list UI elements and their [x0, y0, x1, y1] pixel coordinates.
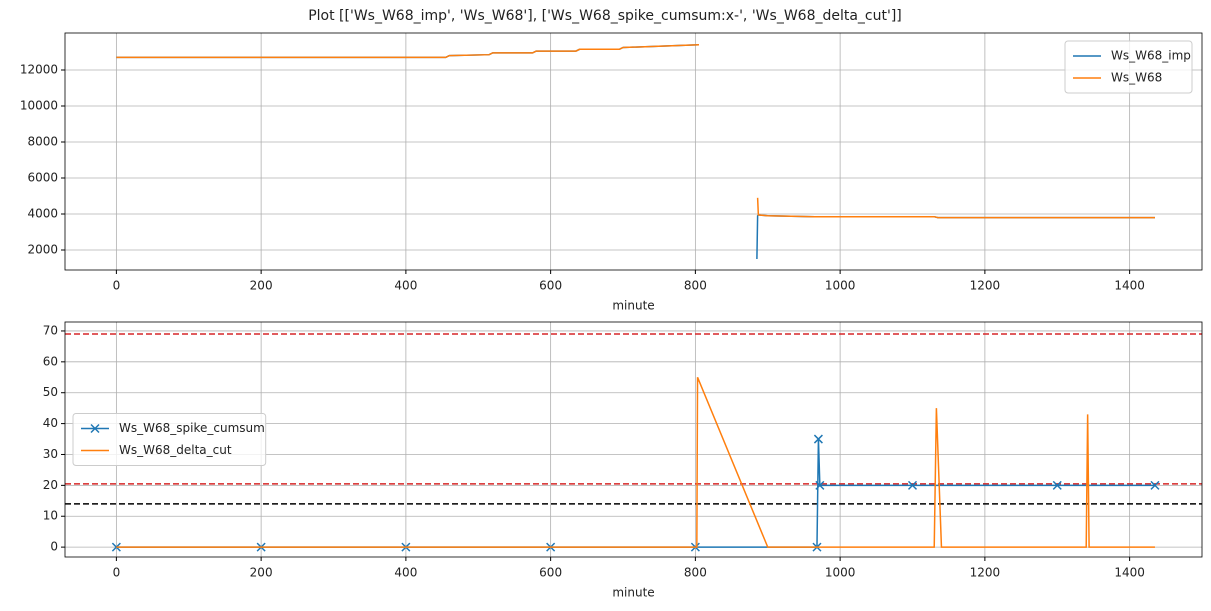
y-tick-label: 50	[43, 385, 58, 399]
y-tick-label: 8000	[27, 134, 58, 148]
y-tick-label: 70	[43, 323, 58, 337]
marker	[1150, 480, 1160, 490]
axes-frame	[64, 32, 1203, 271]
marker	[1052, 480, 1062, 490]
marker	[813, 434, 823, 444]
x-tick-label: 1200	[970, 279, 1001, 293]
x-tick-label: 200	[250, 279, 273, 293]
y-tick-label: 60	[43, 354, 58, 368]
y-tick-label: 12000	[20, 62, 58, 76]
x-axis-label: minute	[612, 299, 654, 313]
y-tick-label: 0	[50, 540, 58, 554]
x-tick-label: 400	[394, 566, 417, 580]
legend-marker	[90, 423, 100, 434]
y-tick-label: 6000	[27, 170, 58, 184]
marker	[815, 480, 825, 490]
x-axis-label: minute	[612, 586, 654, 600]
x-tick-label: 1200	[970, 566, 1001, 580]
x-tick-label: 0	[113, 279, 121, 293]
legend-label: Ws_W68_delta_cut	[119, 443, 232, 457]
legend-box	[72, 413, 267, 466]
x-tick-label: 0	[113, 566, 121, 580]
series-line	[116, 439, 1155, 548]
x-tick-label: 1000	[825, 566, 856, 580]
x-tick-label: 800	[684, 566, 707, 580]
legend: Ws_W68_spike_cumsum Ws_W68_delta_cut	[72, 413, 267, 466]
y-tick-label: 2000	[27, 243, 58, 257]
marker	[111, 542, 121, 552]
legend: Ws_W68_imp Ws_W68	[1064, 40, 1193, 94]
legend-label: Ws_W68	[1111, 71, 1162, 85]
x-tick-label: 800	[684, 279, 707, 293]
legend-label: Ws_W68_spike_cumsum	[119, 421, 265, 435]
x-tick-label: 1000	[825, 279, 856, 293]
x-tick-label: 200	[250, 566, 273, 580]
plot-area	[65, 333, 1202, 552]
y-tick-label: 4000	[27, 206, 58, 220]
y-tick-label: 30	[43, 447, 58, 461]
x-tick-label: 600	[539, 566, 562, 580]
x-tick-label: 1400	[1114, 279, 1145, 293]
y-tick-label: 10	[43, 509, 58, 523]
plot-area	[116, 44, 1155, 260]
x-tick-label: 600	[539, 279, 562, 293]
x-tick-label: 400	[394, 279, 417, 293]
x-tick-label: 1400	[1114, 566, 1145, 580]
y-tick-label: 40	[43, 416, 58, 430]
y-tick-label: 20	[43, 478, 58, 492]
series-line	[116, 376, 1155, 548]
legend-label: Ws_W68_imp	[1111, 49, 1191, 63]
y-tick-label: 10000	[20, 98, 58, 112]
legend-box	[1064, 40, 1193, 94]
series-line	[116, 44, 1155, 219]
series-line	[116, 44, 1155, 260]
marker	[907, 480, 918, 490]
figure-title: Plot [['Ws_W68_imp', 'Ws_W68'], ['Ws_W68…	[308, 8, 902, 24]
axes-frame	[64, 321, 1203, 558]
